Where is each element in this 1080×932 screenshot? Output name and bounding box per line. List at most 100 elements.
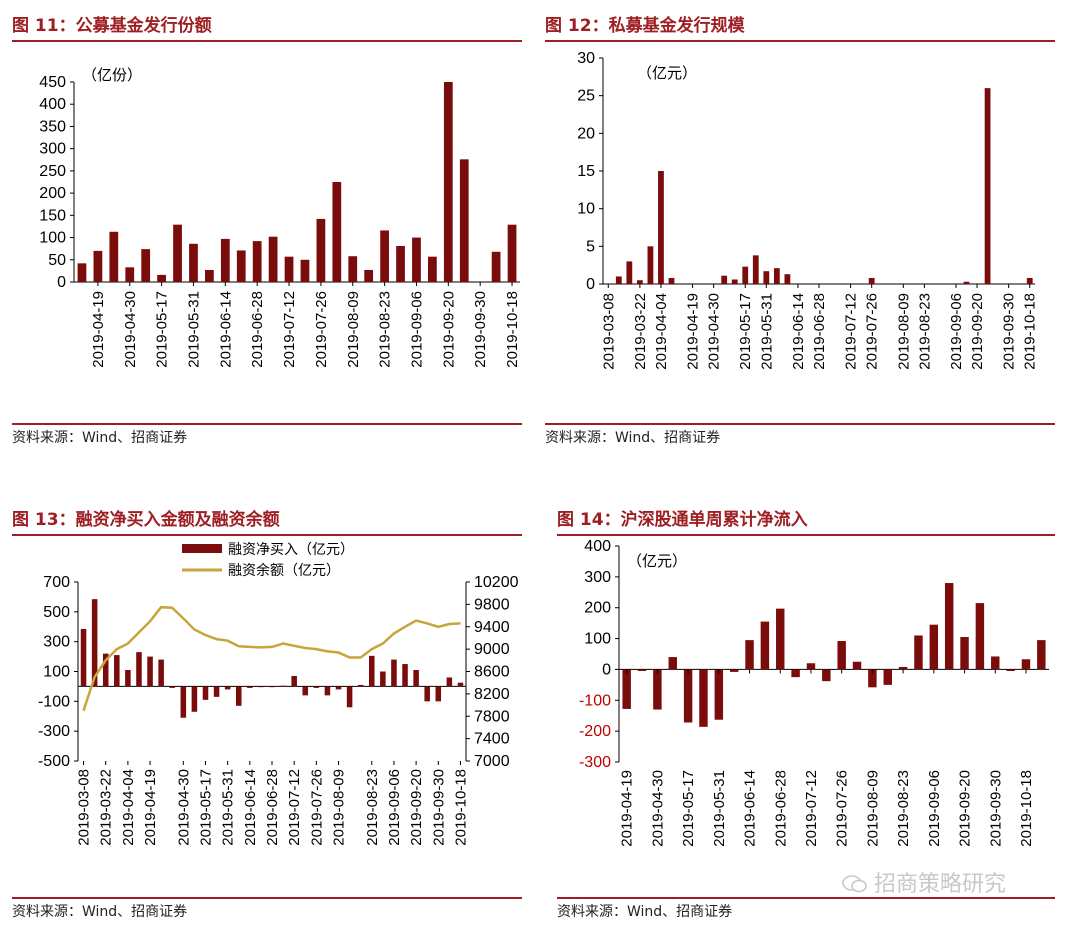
bar	[944, 583, 954, 670]
y-tick-label-right: 9800	[474, 596, 510, 613]
title-rule	[545, 40, 1055, 42]
title-rule	[12, 40, 522, 42]
x-tick-label: 2019-04-19	[619, 770, 636, 847]
x-tick-label: 2019-05-31	[185, 291, 202, 368]
x-tick-label: 2019-09-30	[472, 291, 489, 368]
bar	[173, 224, 182, 282]
chart-title: 图 14：沪深股通单周累计净流入	[557, 510, 808, 530]
bar	[868, 669, 877, 688]
source-rule	[12, 897, 522, 899]
bar	[396, 246, 405, 282]
bar	[647, 246, 654, 284]
y-tick-label: 400	[584, 538, 611, 555]
bar	[335, 686, 342, 690]
y-tick-label: -300	[579, 754, 611, 771]
bar	[369, 655, 375, 687]
chart-panel-private-fund: 图 12：私募基金发行规模 0 5 10 15 20 25 30 2019-03-08 2019…	[545, 12, 1055, 452]
x-tick-label: 2019-04-30	[649, 770, 666, 847]
wechat-icon	[842, 875, 867, 893]
bar	[868, 277, 875, 284]
y-tick-label: 30	[577, 50, 595, 67]
source-note: 资料来源：Wind、招商证券	[12, 430, 188, 446]
bar	[346, 686, 353, 708]
x-tick-label: 2019-09-20	[408, 769, 425, 846]
watermark-text: 招商策略研究	[874, 872, 1007, 897]
bar	[114, 655, 120, 687]
x-tick-label: 2019-06-28	[264, 769, 281, 846]
bar	[984, 88, 991, 284]
x-tick-label: 2019-09-20	[440, 291, 457, 368]
x-tick-label: 2019-04-19	[142, 769, 159, 846]
x-tick-label: 2019-08-23	[895, 770, 912, 847]
x-tick-label: 2019-10-18	[1022, 293, 1039, 370]
bar	[457, 682, 464, 687]
bar	[742, 266, 749, 284]
bar	[428, 256, 437, 282]
bar	[914, 635, 923, 670]
bar	[202, 686, 209, 700]
x-tick-label: 2019-06-14	[217, 291, 234, 368]
chart-title: 图 13：融资净买入金额及融资余额	[12, 510, 280, 530]
chart-title: 图 11：公募基金发行份额	[12, 16, 212, 36]
bar	[424, 686, 430, 702]
bar	[332, 182, 342, 282]
y-tick-label: 300	[39, 141, 66, 158]
bar	[109, 231, 119, 282]
y-tick-label-left: -500	[38, 753, 70, 770]
title-rule	[557, 534, 1055, 536]
bar	[852, 661, 862, 670]
bar	[898, 666, 908, 670]
bar	[180, 686, 187, 718]
bar	[364, 270, 374, 282]
x-tick-label: 2019-05-17	[680, 770, 697, 847]
bar	[699, 669, 708, 727]
y-tick-label: 150	[39, 207, 66, 224]
bar	[1021, 659, 1031, 670]
x-tick-label: 2019-08-09	[864, 770, 881, 847]
x-tick-label: 2019-07-12	[843, 293, 860, 370]
y-tick-label-left: 700	[43, 574, 70, 591]
chart-svg: 融资净买入（亿元） 融资余额（亿元） -500 -300 -100 100 300 500 70…	[38, 541, 519, 846]
x-tick-label: 2019-07-26	[308, 769, 325, 846]
watermark: 招商策略研究	[842, 866, 1006, 898]
bar	[268, 236, 278, 282]
bar	[125, 670, 131, 687]
x-tick-label: 2019-08-09	[345, 291, 362, 368]
x-tick-label: 2019-04-30	[175, 769, 192, 846]
y-tick-label: 0	[586, 276, 595, 293]
legend-label: 融资净买入（亿元）	[228, 541, 354, 557]
y-tick-label: 350	[39, 118, 66, 135]
chart-panel-public-fund: 图 11：公募基金发行份额 0 50 100 150 200 250 300 350 400 45…	[12, 12, 522, 452]
bar	[147, 656, 153, 687]
bar	[284, 256, 294, 282]
bar	[191, 686, 198, 712]
x-tick-label: 2019-10-18	[452, 769, 469, 846]
x-tick-label: 2019-05-31	[711, 770, 728, 847]
y-tick-label: 200	[39, 185, 66, 202]
x-tick-label: 2019-08-09	[331, 769, 348, 846]
bar	[745, 640, 754, 670]
bar	[837, 641, 846, 670]
y-tick-label: 25	[577, 88, 595, 105]
bar	[141, 249, 151, 282]
source-note: 资料来源：Wind、招商证券	[557, 904, 733, 920]
bar	[443, 82, 453, 282]
y-tick-label-right: 7800	[474, 708, 510, 725]
y-tick-label-right: 8200	[474, 686, 510, 703]
x-tick-label: 2019-03-22	[632, 293, 649, 370]
y-tick-label: 5	[586, 238, 595, 255]
bar	[776, 608, 785, 670]
y-tick-label: 100	[584, 631, 611, 648]
x-tick-label: 2019-04-30	[706, 293, 723, 370]
bar	[252, 241, 262, 282]
bar	[1006, 669, 1015, 671]
x-tick-label: 2019-05-17	[197, 769, 214, 846]
x-tick-label: 2019-08-23	[377, 291, 394, 368]
bar	[668, 277, 675, 284]
chart-panel-northbound-flow: 图 14：沪深股通单周累计净流入 -300 -200 -100 0 100 200 300 4…	[557, 506, 1055, 926]
bar	[269, 686, 275, 688]
bar	[402, 664, 408, 687]
bar	[729, 669, 739, 672]
y-tick-label: -100	[579, 692, 611, 709]
bar	[77, 263, 87, 282]
